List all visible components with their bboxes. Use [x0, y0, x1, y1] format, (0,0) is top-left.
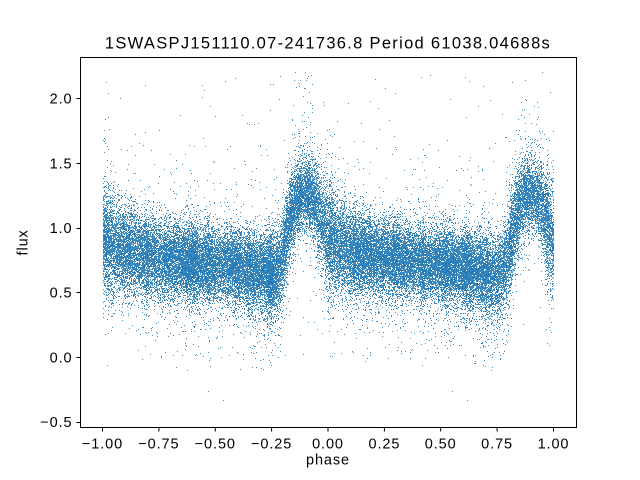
svg-text:−0.50: −0.50	[195, 437, 236, 453]
svg-text:1.0: 1.0	[50, 221, 73, 237]
svg-text:1.5: 1.5	[50, 156, 73, 172]
svg-text:phase: phase	[306, 453, 350, 469]
svg-text:−0.5: −0.5	[40, 415, 72, 431]
svg-text:0.25: 0.25	[368, 437, 400, 453]
svg-text:1SWASPJ151110.07-241736.8 Peri: 1SWASPJ151110.07-241736.8 Period 61038.0…	[105, 34, 551, 52]
svg-text:−1.00: −1.00	[82, 437, 123, 453]
svg-text:−0.25: −0.25	[251, 437, 292, 453]
svg-text:1.00: 1.00	[538, 437, 570, 453]
svg-text:2.0: 2.0	[50, 92, 73, 108]
svg-text:−0.75: −0.75	[138, 437, 179, 453]
svg-text:0.0: 0.0	[50, 350, 73, 366]
svg-text:0.5: 0.5	[50, 286, 73, 302]
svg-text:0.00: 0.00	[312, 437, 344, 453]
svg-text:flux: flux	[16, 229, 32, 255]
svg-text:0.75: 0.75	[481, 437, 513, 453]
svg-text:0.50: 0.50	[425, 437, 457, 453]
